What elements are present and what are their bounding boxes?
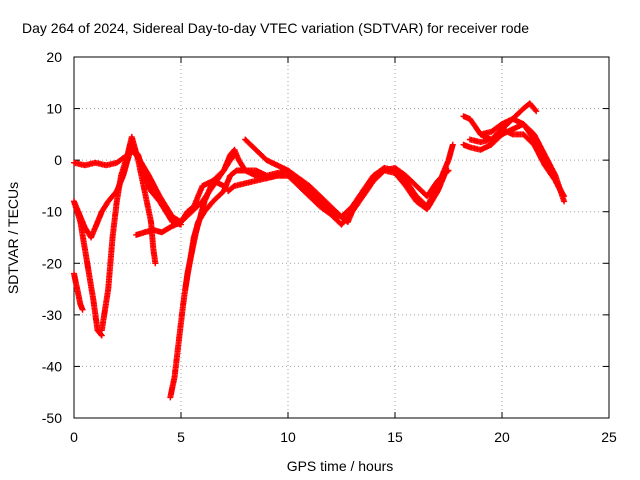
x-tick-label: 0 — [70, 429, 78, 445]
x-tick-label: 15 — [387, 429, 403, 445]
y-tick-label: -10 — [42, 204, 62, 220]
x-tick-label: 5 — [177, 429, 185, 445]
data-layer — [71, 100, 568, 401]
x-tick-label: 25 — [601, 429, 617, 445]
x-tick-label: 20 — [494, 429, 510, 445]
data-series — [71, 270, 86, 313]
data-series — [71, 198, 105, 339]
y-axis-label: SDTVAR / TECUs — [5, 182, 21, 294]
data-series — [477, 115, 568, 200]
y-tick-label: 20 — [46, 49, 62, 65]
y-tick-label: -30 — [42, 307, 62, 323]
data-point-markers — [285, 167, 448, 228]
data-point-markers — [71, 270, 86, 313]
x-axis-label: GPS time / hours — [287, 458, 394, 474]
y-tick-label: -40 — [42, 358, 62, 374]
data-point-markers — [71, 198, 105, 339]
plot-frame — [73, 56, 610, 419]
tick-layer: 0 5 10 15 20 25 -50 -40 -30 -20 -10 0 10 20 — [42, 49, 617, 445]
y-tick-label: 10 — [46, 101, 62, 117]
x-tick-label: 10 — [280, 429, 296, 445]
data-series — [285, 167, 448, 228]
y-tick-label: -20 — [42, 255, 62, 271]
chart-title: Day 264 of 2024, Sidereal Day-to-day VTE… — [22, 20, 529, 36]
y-tick-label: 0 — [54, 152, 62, 168]
grid-layer — [74, 57, 609, 418]
data-point-markers — [477, 115, 568, 200]
y-tick-label: -50 — [42, 410, 62, 426]
